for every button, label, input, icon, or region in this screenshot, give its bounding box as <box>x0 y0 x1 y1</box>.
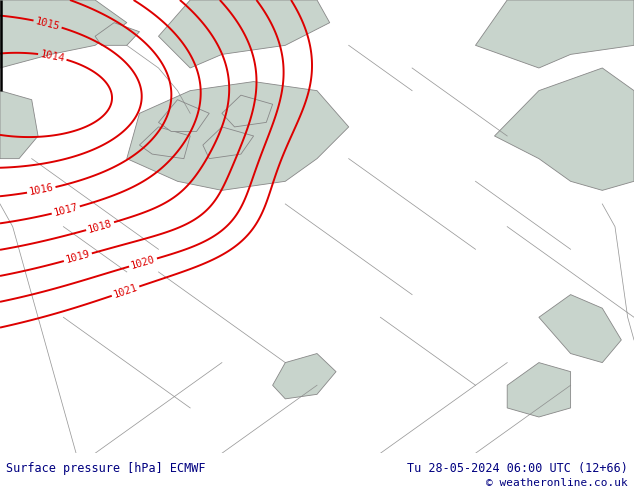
Text: 1021: 1021 <box>112 282 139 300</box>
Text: 1017: 1017 <box>53 202 79 218</box>
Text: 1015: 1015 <box>34 16 61 32</box>
Text: 1018: 1018 <box>87 218 113 234</box>
Text: 1020: 1020 <box>129 254 157 271</box>
Text: 1016: 1016 <box>28 183 55 197</box>
Text: Tu 28-05-2024 06:00 UTC (12+66): Tu 28-05-2024 06:00 UTC (12+66) <box>407 463 628 475</box>
Text: © weatheronline.co.uk: © weatheronline.co.uk <box>486 478 628 488</box>
Text: Surface pressure [hPa] ECMWF: Surface pressure [hPa] ECMWF <box>6 463 206 475</box>
Text: 1019: 1019 <box>65 249 91 266</box>
Text: 1014: 1014 <box>39 49 66 64</box>
